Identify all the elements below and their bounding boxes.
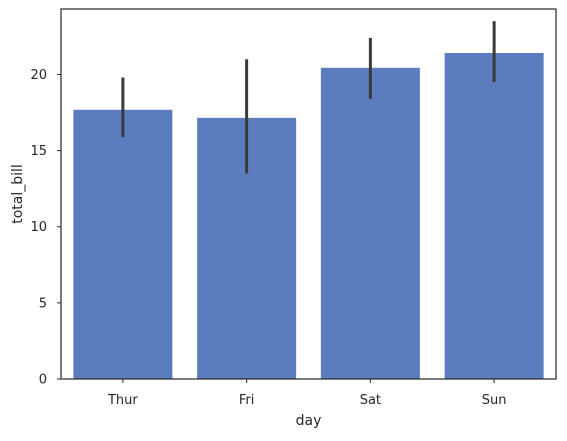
plot-frame [60, 8, 557, 380]
y-tick-label: 20 [30, 68, 47, 83]
y-tick-label: 15 [30, 144, 47, 159]
y-tick-label: 0 [39, 373, 47, 388]
y-tick-label: 10 [30, 220, 47, 235]
x-tick-label: Fri [239, 393, 255, 408]
bar-sat [320, 67, 420, 380]
bar-thur [73, 109, 173, 380]
y-axis: 0 5 10 15 20 [30, 68, 61, 388]
x-tick-label: Sun [482, 393, 507, 408]
x-tick-label: Sat [360, 393, 381, 408]
y-tick-label: 5 [39, 296, 47, 311]
x-axis: Thur Fri Sat Sun [107, 379, 507, 408]
y-axis-label: total_bill [10, 164, 26, 224]
x-axis-label: day [296, 413, 322, 429]
bars-group [73, 53, 544, 380]
error-bars-group [121, 21, 496, 174]
x-tick-label: Thur [107, 393, 138, 408]
bar-sun [444, 53, 544, 379]
